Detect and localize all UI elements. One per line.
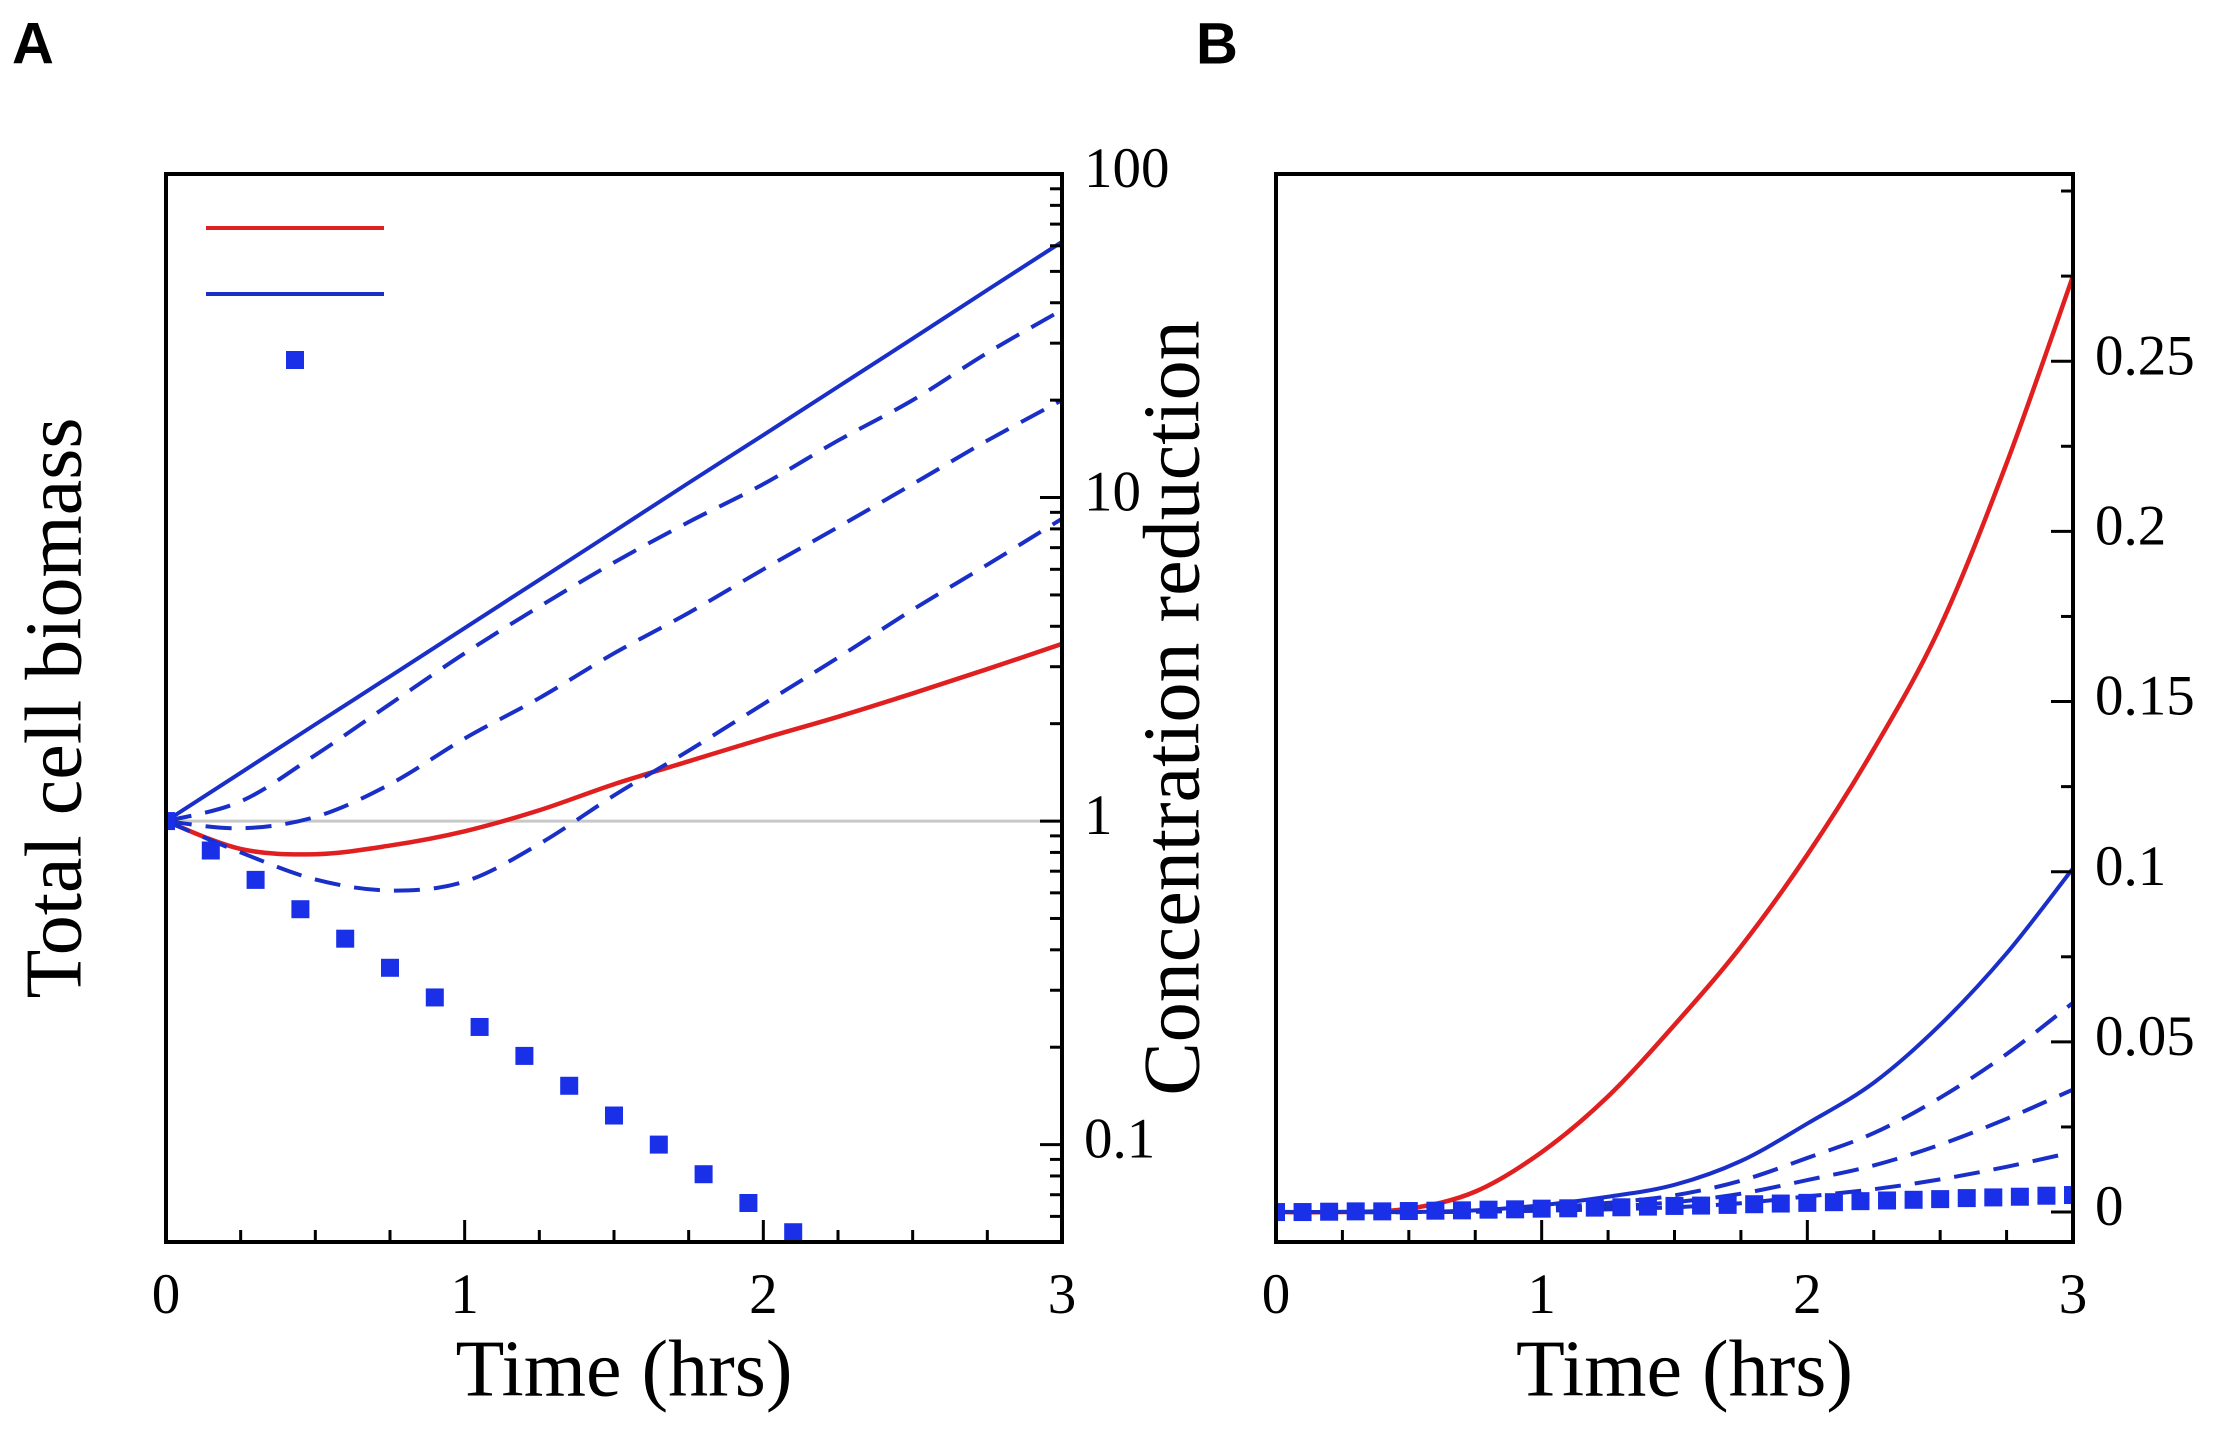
plot-frame bbox=[1274, 172, 2075, 1244]
data-point bbox=[1452, 1201, 1471, 1220]
data-point bbox=[1276, 1203, 1285, 1222]
data-point bbox=[560, 1076, 579, 1095]
data-point bbox=[605, 1106, 623, 1125]
data-point bbox=[694, 1165, 713, 1184]
y-tick-label: 0.1 bbox=[2095, 835, 2166, 898]
legend-swatch bbox=[286, 351, 304, 369]
y-tick-label: 1 bbox=[1084, 784, 1113, 847]
data-point bbox=[336, 929, 355, 948]
y-tick-label: 10 bbox=[1084, 461, 1141, 524]
y-tick-label: 0.05 bbox=[2095, 1005, 2195, 1068]
x-tick-label: 3 bbox=[2059, 1263, 2088, 1326]
panel-label: A bbox=[12, 11, 54, 76]
y-axis-title: Concentration reduction bbox=[1128, 320, 1216, 1095]
panel-label: B bbox=[1196, 11, 1238, 76]
data-point bbox=[1878, 1191, 1897, 1210]
data-point bbox=[246, 870, 265, 889]
data-point bbox=[1692, 1196, 1711, 1215]
series-group bbox=[1276, 275, 2073, 1222]
y-tick-label: 100 bbox=[1084, 137, 1170, 200]
x-tick-label: 3 bbox=[1048, 1263, 1077, 1326]
data-point bbox=[1718, 1195, 1737, 1214]
y-tick-label: 0.25 bbox=[2095, 324, 2195, 387]
x-tick-label: 0 bbox=[1262, 1263, 1291, 1326]
plot: 0 1 2 3 0.1 1 10 100 Time (hrs) Total cell biomas… bbox=[10, 11, 1169, 1413]
data-point bbox=[1612, 1198, 1631, 1217]
data-point bbox=[381, 958, 399, 977]
y-tick-label: 0 bbox=[2095, 1175, 2124, 1238]
data-point bbox=[1399, 1202, 1418, 1221]
plot-frame bbox=[164, 172, 1064, 1244]
x-tick-label: 2 bbox=[1793, 1263, 1822, 1326]
x-tick-label: 0 bbox=[152, 1263, 181, 1326]
y-axis-title: Total cell biomass bbox=[10, 418, 98, 999]
x-tick-label: 2 bbox=[749, 1263, 778, 1326]
data-point bbox=[739, 1193, 758, 1212]
data-point bbox=[1904, 1190, 1923, 1209]
y-tick-label: 0.2 bbox=[2095, 494, 2166, 557]
data-point bbox=[1771, 1194, 1790, 1213]
data-line bbox=[166, 398, 1062, 831]
data-line bbox=[166, 308, 1062, 824]
data-point bbox=[1373, 1202, 1392, 1221]
data-point bbox=[1665, 1196, 1684, 1215]
data-point bbox=[1824, 1193, 1843, 1212]
data-line bbox=[1276, 1087, 2073, 1215]
x-axis-title: Time (hrs) bbox=[455, 1325, 792, 1413]
x-tick-label: 1 bbox=[450, 1263, 479, 1326]
y-tick-label: 0.1 bbox=[1084, 1108, 1155, 1171]
data-point bbox=[470, 1017, 489, 1036]
data-point bbox=[425, 988, 444, 1007]
data-line bbox=[1276, 867, 2073, 1215]
data-point bbox=[1293, 1203, 1312, 1222]
data-line bbox=[166, 240, 1062, 823]
data-point bbox=[2064, 1186, 2073, 1205]
data-point bbox=[1984, 1188, 2003, 1207]
data-point bbox=[515, 1046, 534, 1065]
data-point bbox=[2010, 1187, 2029, 1206]
data-point bbox=[1479, 1200, 1498, 1219]
data-point bbox=[1851, 1192, 1870, 1211]
data-point bbox=[1957, 1189, 1976, 1208]
data-line bbox=[166, 517, 1062, 893]
x-axis-title: Time (hrs) bbox=[1516, 1325, 1853, 1413]
data-point bbox=[1532, 1199, 1551, 1218]
data-point bbox=[291, 900, 310, 919]
data-point bbox=[1559, 1199, 1578, 1218]
data-point bbox=[1346, 1202, 1365, 1221]
data-line bbox=[1276, 275, 2073, 1215]
data-point bbox=[166, 812, 175, 831]
data-point bbox=[1585, 1198, 1604, 1217]
data-point bbox=[1931, 1190, 1950, 1209]
x-tick-label: 1 bbox=[1527, 1263, 1556, 1326]
data-point bbox=[1506, 1200, 1525, 1219]
data-point bbox=[1320, 1202, 1339, 1221]
data-point bbox=[1745, 1195, 1764, 1214]
data-point bbox=[784, 1223, 803, 1242]
data-point bbox=[201, 841, 220, 860]
data-point bbox=[1798, 1193, 1817, 1212]
data-point bbox=[1426, 1201, 1445, 1220]
data-point bbox=[649, 1135, 668, 1154]
series-group bbox=[166, 240, 1062, 1242]
data-point bbox=[2037, 1186, 2056, 1205]
data-line bbox=[1276, 1001, 2073, 1215]
data-line bbox=[166, 641, 1062, 857]
y-tick-label: 0.15 bbox=[2095, 665, 2195, 728]
data-point bbox=[1638, 1197, 1657, 1216]
